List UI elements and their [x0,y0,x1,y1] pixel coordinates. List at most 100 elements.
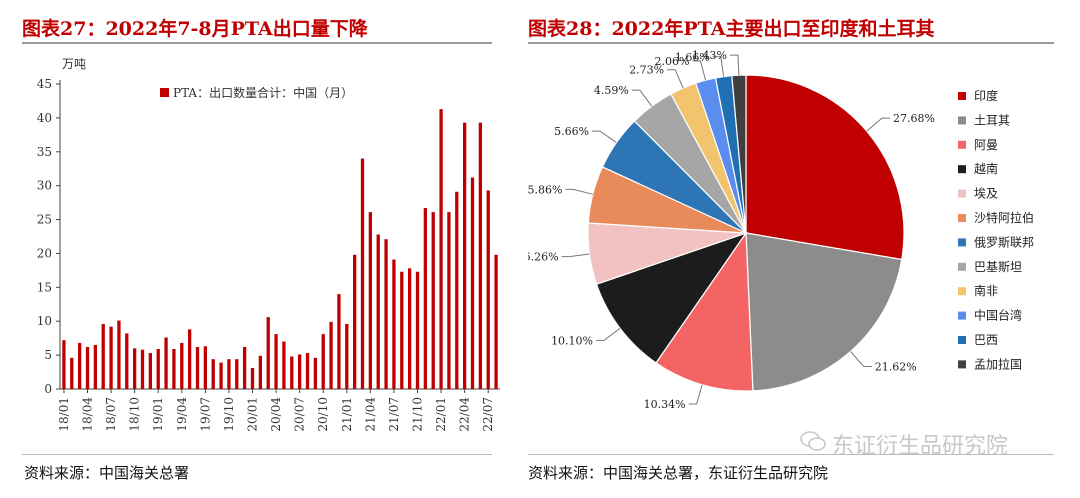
legend-swatch [958,189,966,198]
bar-19/06 [195,346,200,389]
bar-21/01 [345,323,349,389]
bar-18/09 [125,333,129,389]
pie-value-label: 1.66% [675,51,710,64]
y-tick-label: 40 [37,111,52,125]
bar-21/03 [360,158,365,389]
bar-21/12 [431,212,435,389]
bar-22/05 [470,177,475,389]
pie-leader-line [730,54,740,76]
legend-label: 埃及 [974,187,998,201]
bar-20/10 [321,334,325,389]
bar-19/04 [180,342,184,389]
legend-label: 印度 [974,88,998,103]
x-tick-label: 19/10 [222,397,236,432]
bar-20/02 [258,355,263,389]
legend-swatch [958,116,966,125]
x-tick-label: 19/01 [151,397,165,432]
legend-swatch [958,311,966,320]
x-tick-label: 18/07 [104,397,118,432]
bar-20/07 [297,354,302,389]
bar-22/04 [462,122,467,389]
x-tick-label: 20/04 [269,397,283,432]
pie-leader-line [688,384,703,405]
bar-18/01 [62,340,66,389]
bar-19/03 [172,349,176,389]
y-axis-unit-label: 万吨 [62,57,86,71]
bar-20/04 [274,334,278,389]
legend-label: PTA：出口数量合计：中国（月） [173,85,353,100]
x-tick-label: 20/07 [293,397,307,432]
pie-value-label: 1.43% [692,49,727,62]
bar-21/10 [415,271,420,389]
x-tick-label: 20/10 [316,397,330,432]
bar-22/08 [494,254,498,389]
y-tick-label: 45 [37,77,52,91]
legend-swatch [958,214,966,222]
pie-leader-line [692,60,707,81]
x-tick-label: 18/01 [57,397,71,432]
x-tick-label: 22/04 [458,397,472,432]
legend-swatch [958,238,966,247]
left-title-rule [22,42,492,44]
x-tick-label: 19/04 [175,397,189,432]
bar-20/09 [313,357,318,389]
bar-21/06 [384,239,388,389]
x-tick-label: 20/01 [246,397,260,432]
bar-20/06 [290,356,294,389]
pie-slice-2 [655,231,754,392]
bar-19/12 [242,346,247,389]
left-source: 资料来源：中国海关总署 [24,464,190,482]
y-tick-label: 20 [37,246,52,260]
bar-19/10 [227,359,231,389]
bar-20/11 [329,321,333,389]
watermark-text: 东证衍生品研究院 [832,434,1009,459]
bar-22/02 [447,212,451,389]
x-tick-label: 21/01 [340,397,354,432]
legend-swatch [958,287,966,296]
legend-swatch [958,336,966,344]
y-tick-label: 25 [37,213,52,227]
pie-value-label: 21.62% [875,360,917,373]
bar-22/01 [439,109,443,390]
x-tick-label: 21/04 [363,397,377,432]
right-source: 资料来源：中国海关总署，东证衍生品研究院 [528,464,829,482]
bar-18/05 [93,344,98,389]
legend-swatch [958,165,966,174]
bar-18/11 [140,349,145,389]
x-tick-label: 18/04 [81,397,95,432]
right-bottom-rule [528,454,1054,455]
legend-label: 沙特阿拉伯 [974,210,1034,225]
x-tick-label: 19/07 [198,397,212,432]
bar-21/04 [368,212,373,389]
x-tick-label: 18/10 [128,397,142,432]
right-title-rule [528,42,1054,44]
bar-18/03 [77,342,82,389]
y-tick-label: 35 [37,145,52,159]
bar-20/12 [337,294,341,389]
pie-slice-1 [745,232,903,392]
x-tick-label: 21/10 [411,397,425,432]
bar-20/08 [305,353,310,389]
pie-leader-line [712,56,725,77]
right-chart-title: 图表28：2022年PTA主要出口至印度和土耳其 [528,18,935,40]
bar-18/08 [117,320,121,389]
bar-18/04 [85,346,90,389]
legend-swatch [958,360,966,369]
bar-chart: 万吨 0 5 10 15 20 25 30 35 40 45 18/01 18/04 18/07 18/10… [37,57,500,432]
pie-slice-0 [745,74,905,261]
bar-18/02 [70,357,74,389]
bar-18/06 [101,323,105,389]
pie-value-label: 4.59% [594,84,629,97]
legend-swatch [958,92,966,100]
legend-label: 巴西 [974,333,998,347]
y-tick-label: 5 [44,348,52,362]
left-bottom-rule [22,454,492,455]
bar-22/06 [478,122,483,389]
pie-value-label: 5.86% [528,183,562,196]
pie-value-label: 2.73% [629,64,664,77]
legend-label: 孟加拉国 [974,356,1022,371]
bar-19/01 [156,349,160,389]
bar-19/07 [203,346,208,389]
watermark-logo-icon [800,431,826,451]
bar-19/09 [219,362,223,389]
